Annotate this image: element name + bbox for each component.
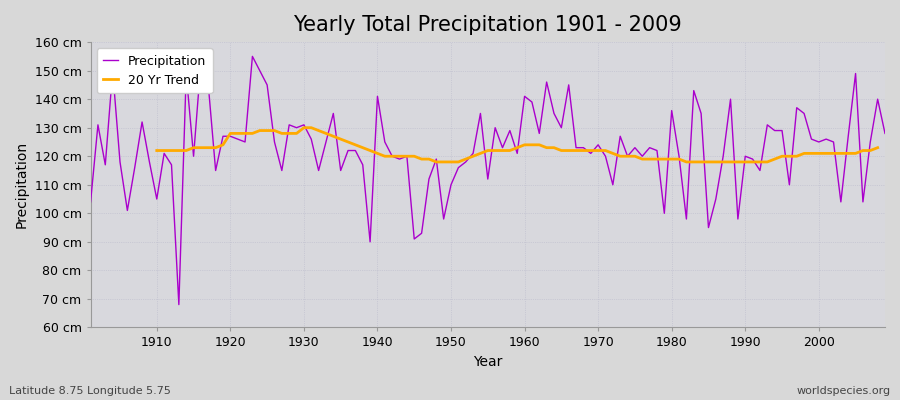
Precipitation <box>879 131 890 136</box>
Line: 20 Yr Trend: 20 Yr Trend <box>157 128 878 162</box>
Y-axis label: Precipitation: Precipitation <box>15 141 29 228</box>
20 Yr Trend <box>733 160 743 164</box>
X-axis label: Year: Year <box>473 355 502 369</box>
Precipitation <box>320 140 331 144</box>
Precipitation <box>144 160 155 164</box>
20 Yr Trend <box>151 148 162 153</box>
Title: Yearly Total Precipitation 1901 - 2009: Yearly Total Precipitation 1901 - 2009 <box>293 15 682 35</box>
Precipitation <box>174 302 184 307</box>
Precipitation <box>364 240 375 244</box>
20 Yr Trend <box>526 142 537 147</box>
Precipitation <box>86 200 96 204</box>
20 Yr Trend <box>350 142 361 147</box>
Precipitation <box>534 131 544 136</box>
Line: Precipitation: Precipitation <box>91 56 885 304</box>
20 Yr Trend <box>549 145 560 150</box>
Text: worldspecies.org: worldspecies.org <box>796 386 891 396</box>
Legend: Precipitation, 20 Yr Trend: Precipitation, 20 Yr Trend <box>97 48 212 93</box>
Precipitation <box>247 54 257 59</box>
Text: Latitude 8.75 Longitude 5.75: Latitude 8.75 Longitude 5.75 <box>9 386 171 396</box>
Precipitation <box>622 154 633 159</box>
20 Yr Trend <box>299 125 310 130</box>
20 Yr Trend <box>328 134 338 139</box>
20 Yr Trend <box>431 160 442 164</box>
20 Yr Trend <box>872 145 883 150</box>
Precipitation <box>526 100 537 104</box>
20 Yr Trend <box>380 154 391 159</box>
